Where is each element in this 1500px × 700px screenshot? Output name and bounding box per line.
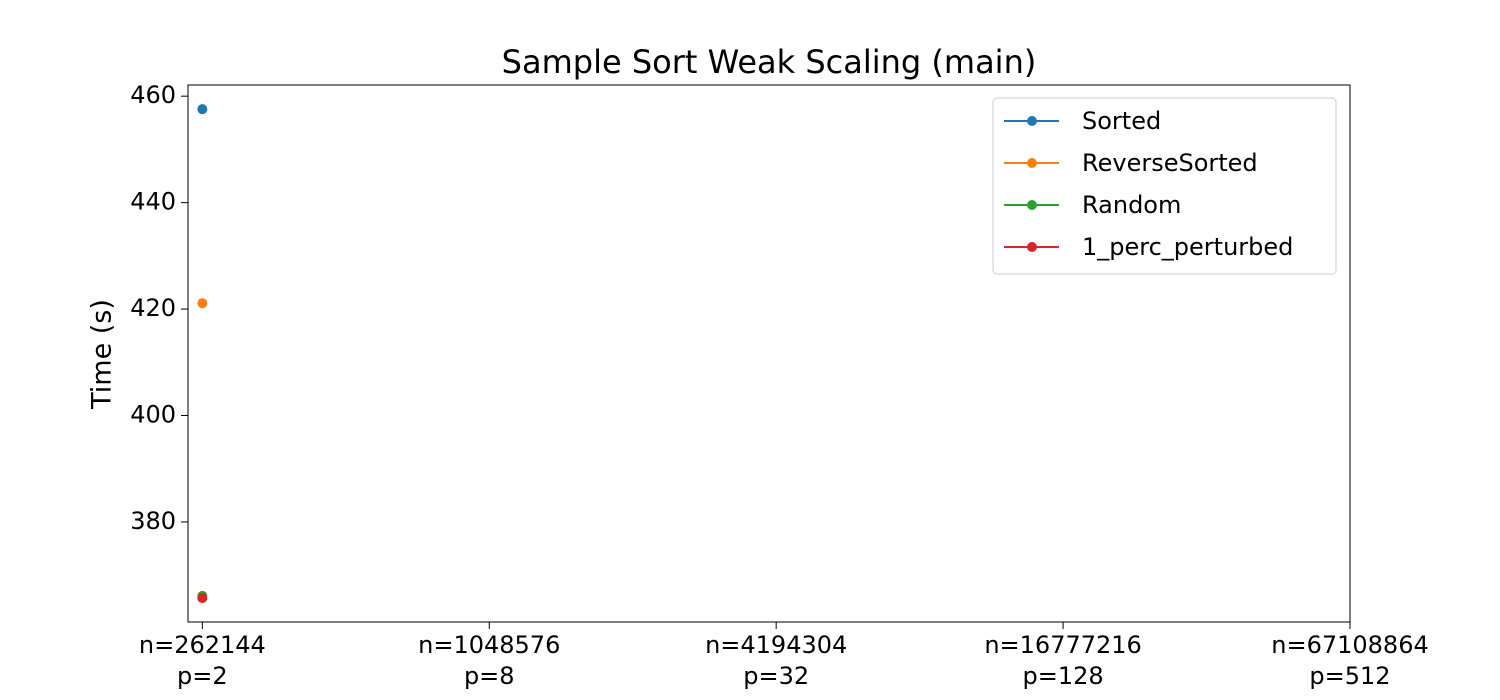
data-point — [197, 104, 208, 115]
legend-marker — [1027, 242, 1037, 252]
x-tick-label: n=4194304 p=32 — [705, 631, 847, 690]
y-axis-label: Time (s) — [87, 299, 118, 410]
y-tick-label: 400 — [130, 401, 176, 429]
y-tick-label: 380 — [130, 507, 176, 535]
legend-label: Sorted — [1082, 107, 1161, 135]
legend-label: 1_perc_perturbed — [1082, 233, 1293, 261]
data-point — [197, 593, 208, 604]
x-tick-label: n=16777216 p=128 — [984, 631, 1141, 690]
x-tick-label: n=1048576 p=8 — [418, 631, 560, 690]
y-tick-label: 440 — [130, 188, 176, 216]
x-tick-label: n=262144 p=2 — [139, 631, 266, 690]
y-tick-label: 460 — [130, 81, 176, 109]
legend-marker — [1027, 116, 1037, 126]
chart-title: Sample Sort Weak Scaling (main) — [502, 43, 1037, 81]
data-point — [197, 298, 208, 309]
legend-marker — [1027, 200, 1037, 210]
y-tick-label: 420 — [130, 294, 176, 322]
plot-frame — [187, 84, 1351, 623]
legend-box — [992, 97, 1337, 275]
x-tick-label: n=67108864 p=512 — [1271, 631, 1428, 690]
legend-label: ReverseSorted — [1082, 149, 1258, 177]
legend-marker — [1027, 158, 1037, 168]
legend-label: Random — [1082, 191, 1181, 219]
